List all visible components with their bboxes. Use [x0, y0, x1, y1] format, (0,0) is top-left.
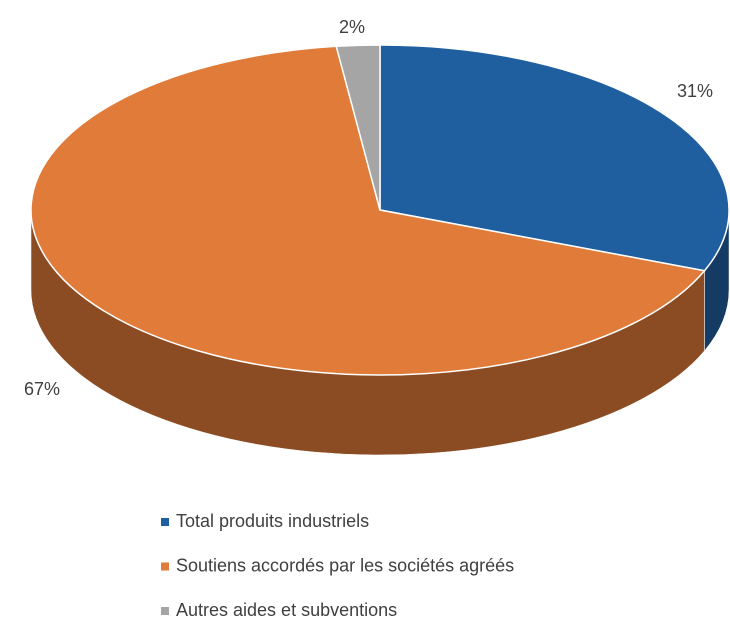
legend-label: Total produits industriels: [176, 511, 369, 531]
data-label: 31%: [677, 81, 713, 101]
legend-label: Soutiens accordés par les sociétés agréé…: [176, 555, 514, 575]
slice: [335, 44, 381, 211]
slice: [379, 44, 730, 272]
legend-label: Autres aides et subventions: [176, 600, 397, 620]
data-label: 67%: [24, 379, 60, 399]
data-label: 2%: [339, 17, 365, 37]
legend-swatch: [161, 518, 169, 526]
legend-swatch: [161, 607, 169, 615]
legend-swatch: [161, 562, 169, 571]
slice: [30, 45, 706, 376]
